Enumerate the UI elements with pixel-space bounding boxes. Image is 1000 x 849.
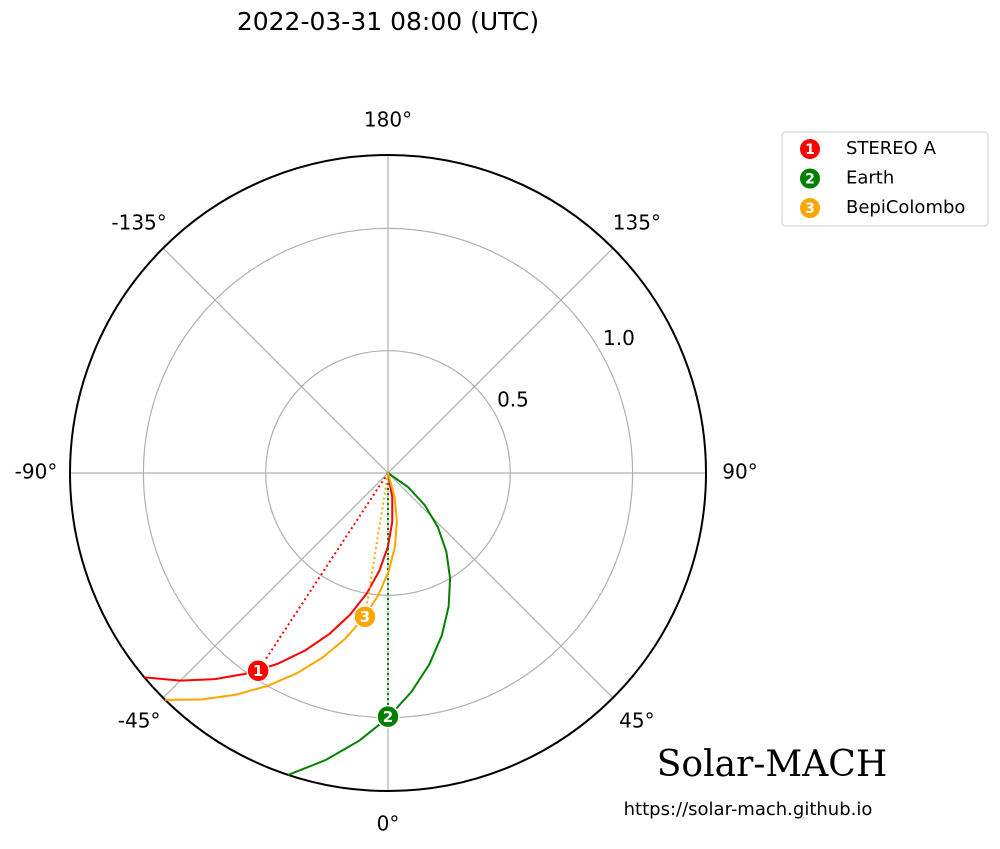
field-line (165, 472, 398, 701)
theta-grid-line (387, 472, 614, 699)
theta-grid-line (162, 472, 389, 699)
legend-label: BepiColombo (846, 197, 965, 218)
legend-number: 2 (805, 172, 815, 188)
theta-tick-label: -90° (15, 460, 58, 484)
body-number: 2 (383, 708, 393, 726)
radial-line (363, 472, 389, 617)
legend-box (781, 131, 989, 227)
legend-swatch (800, 168, 820, 189)
theta-tick-label: 135° (613, 211, 661, 235)
legend-number: 3 (805, 201, 815, 217)
legend-swatch (800, 198, 820, 218)
chart-title: 2022-03-31 08:00 (UTC) (237, 7, 539, 36)
theta-grid-line (387, 247, 614, 474)
field-line (144, 472, 394, 682)
r-tick-label: 0.5 (497, 387, 529, 411)
theta-grid-line (162, 247, 389, 474)
body-dot (353, 604, 377, 629)
theta-tick-label: 45° (619, 708, 654, 732)
legend-number: 1 (805, 142, 815, 158)
theta-tick-label: -135° (111, 211, 166, 235)
brand-url: https://solar-mach.github.io (624, 799, 873, 820)
radial-line (257, 472, 389, 672)
r-tick-label: 1.0 (603, 326, 635, 350)
body-marker: 3 (353, 604, 377, 629)
outer-frame (69, 154, 707, 792)
brand-name: Solar-MACH (657, 744, 887, 785)
legend-label: STEREO A (846, 138, 937, 159)
r-grid-ring (265, 350, 511, 596)
body-dot (376, 704, 400, 729)
theta-tick-label: -45° (118, 708, 161, 732)
theta-tick-label: 0° (377, 812, 400, 836)
field-line (287, 472, 452, 776)
body-number: 1 (253, 662, 263, 680)
body-number: 3 (360, 608, 370, 626)
legend-swatch (800, 139, 820, 159)
body-marker: 2 (376, 704, 400, 729)
body-marker: 1 (246, 658, 270, 683)
legend-label: Earth (846, 168, 894, 189)
body-dot (246, 658, 270, 683)
theta-tick-label: 180° (364, 108, 412, 132)
theta-tick-label: 90° (722, 460, 757, 484)
